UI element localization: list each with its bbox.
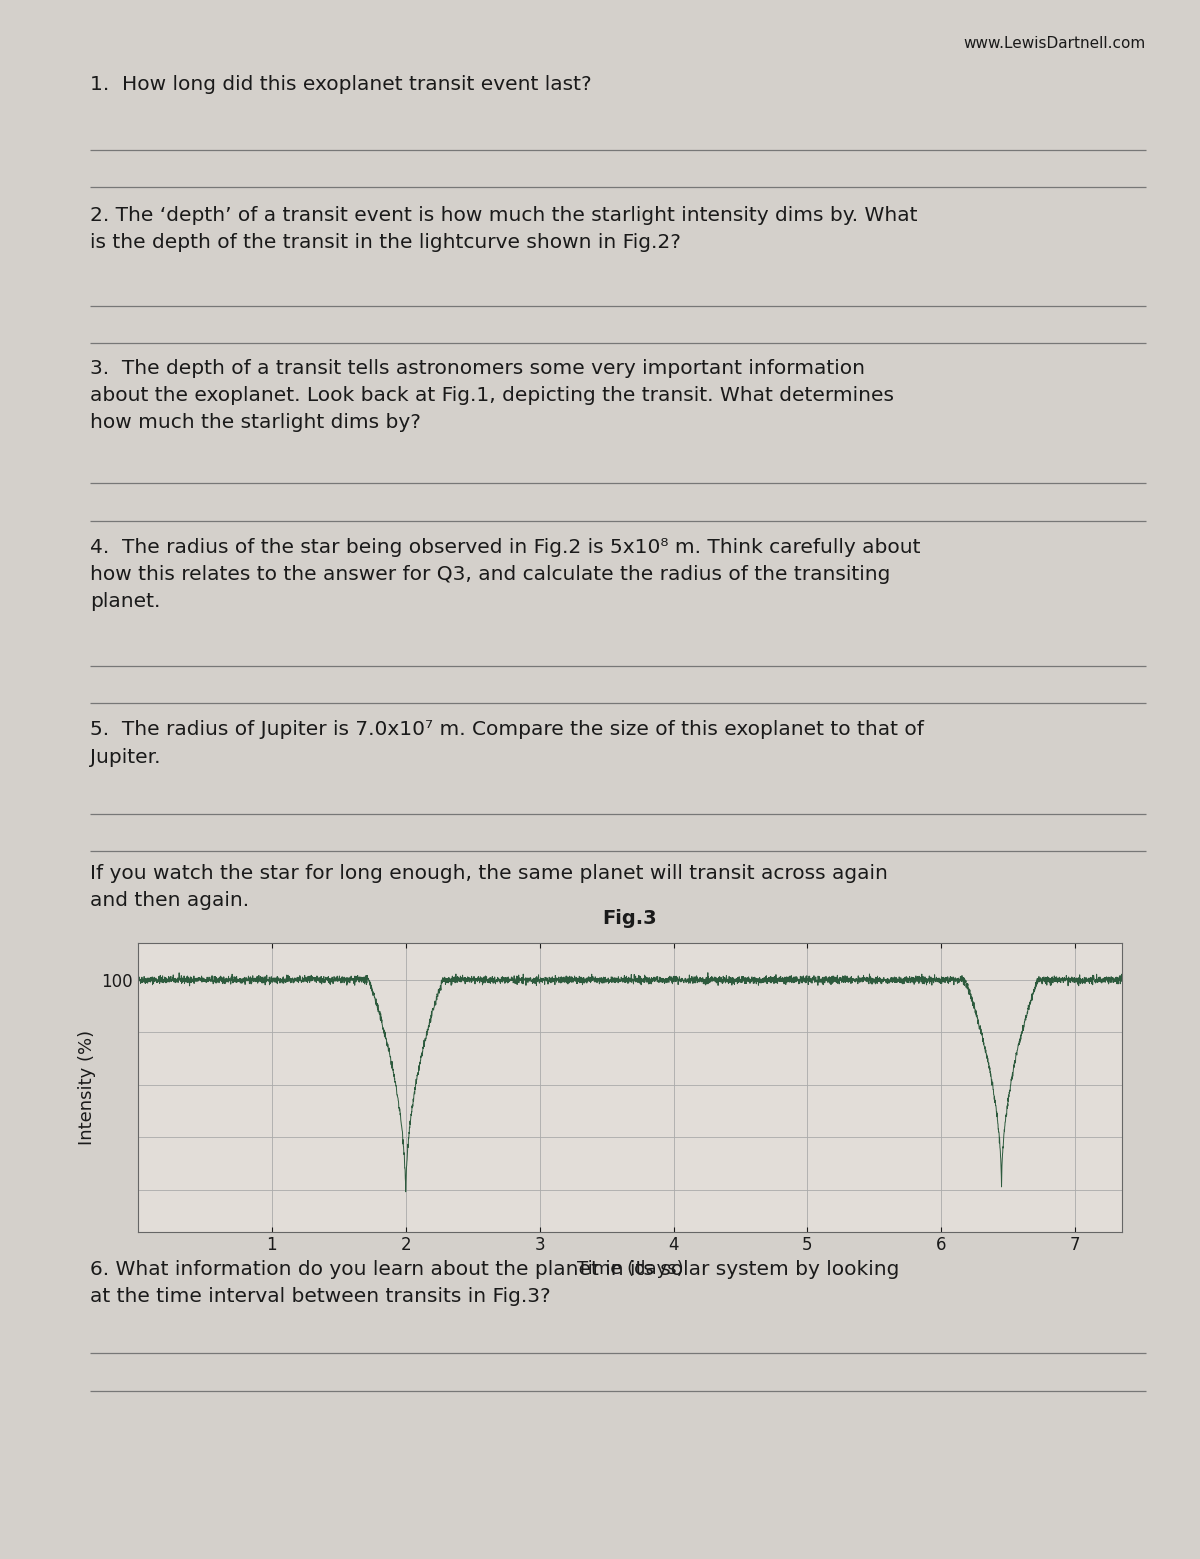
Y-axis label: Intensity (%): Intensity (%) [78,1030,96,1144]
Text: www.LewisDartnell.com: www.LewisDartnell.com [964,36,1146,51]
Text: Fig.3: Fig.3 [602,909,658,928]
X-axis label: Time (days): Time (days) [577,1260,683,1278]
Text: 3.  The depth of a transit tells astronomers some very important information
abo: 3. The depth of a transit tells astronom… [90,359,894,432]
Text: 6. What information do you learn about the planet in its solar system by looking: 6. What information do you learn about t… [90,1260,899,1306]
Text: 1.  How long did this exoplanet transit event last?: 1. How long did this exoplanet transit e… [90,75,592,94]
Text: 5.  The radius of Jupiter is 7.0x10⁷ m. Compare the size of this exoplanet to th: 5. The radius of Jupiter is 7.0x10⁷ m. C… [90,720,924,767]
Text: 4.  The radius of the star being observed in Fig.2 is 5x10⁸ m. Think carefully a: 4. The radius of the star being observed… [90,538,920,611]
Text: 2. The ‘depth’ of a transit event is how much the starlight intensity dims by. W: 2. The ‘depth’ of a transit event is how… [90,206,918,253]
Text: If you watch the star for long enough, the same planet will transit across again: If you watch the star for long enough, t… [90,864,888,910]
